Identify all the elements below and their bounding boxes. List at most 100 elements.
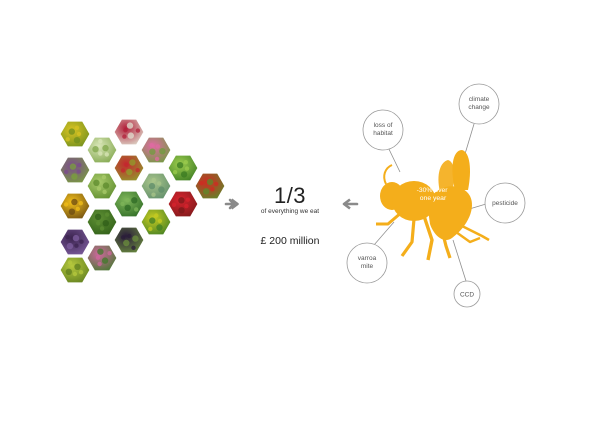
factor-label-varroa-mite: varroa (358, 255, 377, 262)
hex-texture-dot (96, 221, 101, 226)
hex-texture-dot (127, 132, 134, 139)
connector-ccd (452, 239, 467, 282)
hex-texture-dot (156, 224, 163, 231)
connector-varroa-mite (373, 221, 395, 246)
produce-hexagon-grid (58, 117, 227, 285)
hex-texture-dot (102, 220, 110, 227)
hex-texture-dot (105, 212, 110, 217)
hex-texture-dot (68, 208, 76, 215)
bee-silhouette: -30% over one year (376, 150, 490, 261)
hex-texture-dot (76, 131, 82, 137)
hex-texture-dot (101, 175, 107, 180)
hex-texture-dot (92, 146, 99, 153)
hex-texture-dot (120, 168, 126, 173)
hex-tile-rapeseed-flowers (58, 119, 92, 149)
bee-leg-2 (400, 218, 416, 257)
hex-texture-dot (134, 207, 139, 212)
hex-texture-dot (63, 169, 69, 175)
bee-body-text: -30% over one year (417, 187, 450, 202)
hex-texture-dot (148, 226, 153, 232)
hex-texture-dot (94, 213, 102, 220)
hex-texture-dot (102, 144, 109, 152)
hex-tile-radish (112, 117, 146, 147)
hex-tile-celery (85, 171, 119, 201)
hex-texture-dot (206, 178, 214, 186)
hex-texture-dot (63, 202, 69, 207)
hex-texture-dot (124, 162, 129, 168)
fraction-value: 1/3 (273, 183, 307, 208)
hex-texture-dot (72, 234, 80, 242)
factor-pesticide: pesticide (484, 182, 526, 224)
hex-tile-leafy-greens (112, 189, 146, 219)
bee-thorax (392, 181, 436, 221)
factor-climate-change: climate change (458, 83, 500, 125)
hex-texture-dot (154, 156, 160, 162)
bee-leg-4 (438, 221, 452, 259)
fraction-caption: of everything we eat (260, 208, 320, 215)
factor-label-pesticide: pesticide (492, 200, 518, 207)
hex-tile-purple-flowers (58, 155, 92, 185)
hex-texture-dot (157, 218, 163, 224)
hex-texture-dot (176, 162, 184, 169)
arrow-right-icon (224, 198, 239, 210)
hex-texture-dot (154, 213, 159, 218)
hex-texture-dot (74, 263, 81, 270)
hex-texture-dot (155, 144, 161, 149)
hex-texture-dot (184, 203, 189, 209)
hex-texture-dot (185, 197, 191, 202)
hex-texture-dot (135, 168, 140, 173)
hex-texture-dot (126, 122, 134, 129)
hex-tile-pink-flower (139, 135, 173, 165)
hex-texture-dot (148, 182, 156, 190)
hex-texture-dot (120, 235, 126, 240)
hex-texture-dot (69, 163, 77, 170)
hex-texture-dot (97, 248, 104, 255)
hex-texture-dot (74, 243, 79, 248)
hex-texture-dot (149, 143, 154, 148)
hex-texture-dot (67, 260, 73, 265)
hex-texture-dot (127, 233, 132, 239)
hex-texture-dot (72, 271, 78, 277)
hex-texture-dot (157, 181, 162, 186)
hex-tile-clover (85, 243, 119, 273)
hex-texture-dot (135, 128, 141, 133)
hex-texture-dot (131, 197, 138, 204)
factor-label-climate-change: climate (469, 96, 490, 103)
hex-texture-dot (102, 189, 107, 195)
hex-texture-dot (125, 198, 130, 203)
bee-leg-1 (376, 210, 403, 226)
hex-texture-dot (178, 197, 185, 204)
hex-texture-dot (78, 201, 84, 206)
hex-tile-grapes (58, 227, 92, 257)
factor-label-loss-of-habitat: loss of (374, 122, 393, 129)
hex-texture-dot (199, 181, 204, 186)
svg-text:pesticide: pesticide (492, 200, 518, 207)
hex-texture-dot (123, 128, 128, 133)
bee-wing-back (438, 160, 455, 192)
hex-texture-dot (183, 160, 188, 165)
hex-texture-dot (98, 139, 103, 144)
arrow-left-icon (342, 198, 359, 210)
bee-leg-3 (422, 215, 434, 261)
hex-texture-dot (149, 217, 156, 224)
hex-texture-dot (132, 235, 139, 242)
hex-texture-dot (98, 151, 103, 156)
hex-texture-dot (104, 152, 110, 157)
hex-texture-dot (79, 239, 84, 244)
hex-tile-apples (112, 153, 146, 183)
hex-texture-dot (184, 166, 190, 171)
bee-leg-5 (461, 224, 490, 242)
factor-ccd: CCD (453, 280, 481, 308)
hex-texture-dot (171, 202, 177, 207)
hex-texture-dot (71, 173, 78, 180)
factor-loss-of-habitat: loss of habitat (362, 109, 404, 151)
hex-tile-cucumber-slices (85, 135, 119, 165)
hex-texture-dot (124, 204, 131, 211)
hex-texture-dot (102, 182, 110, 189)
hex-texture-dot (66, 242, 74, 250)
hex-texture-dot (77, 162, 82, 168)
bee-leg-6 (455, 231, 481, 244)
